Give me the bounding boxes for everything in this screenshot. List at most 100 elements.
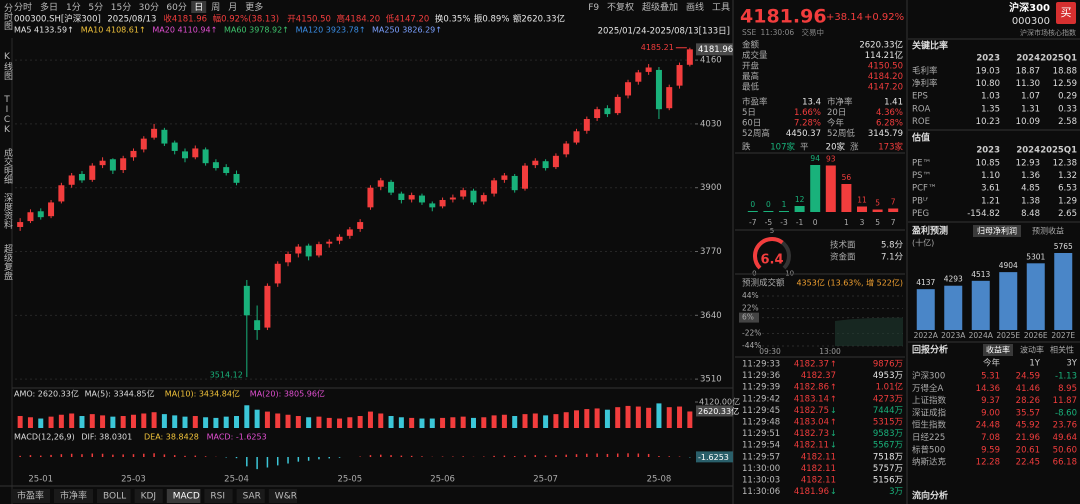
breadth: 20家 bbox=[826, 142, 846, 153]
tab-bg bbox=[236, 489, 265, 503]
cell: 24.59 bbox=[1016, 372, 1040, 382]
period-tab[interactable]: 30分 bbox=[139, 2, 159, 13]
row-label: PS™ bbox=[912, 171, 931, 181]
volume-bar bbox=[635, 406, 641, 428]
volume-bar bbox=[295, 416, 301, 428]
x-tick-label: 5 bbox=[875, 218, 880, 227]
period-tab[interactable]: 日 bbox=[194, 2, 203, 13]
indicator-tab[interactable]: W&R bbox=[275, 492, 297, 502]
trade-amount: 5156万 bbox=[873, 476, 903, 486]
period-tab[interactable]: 多日 bbox=[40, 1, 58, 13]
period-tab[interactable]: 1分 bbox=[66, 2, 81, 13]
tool-button[interactable]: 超级叠加 bbox=[642, 1, 678, 13]
pair-value: 13.4 bbox=[802, 98, 821, 108]
earnings-bar bbox=[971, 280, 990, 330]
volume-bar bbox=[440, 417, 446, 428]
trade-direction: ↑ bbox=[830, 394, 837, 403]
volume-bar bbox=[27, 417, 33, 428]
volume-bar bbox=[223, 416, 229, 428]
trade-time: 11:29:57 bbox=[742, 452, 780, 462]
period-tab[interactable]: 5分 bbox=[88, 2, 103, 13]
summary-label: 最低 bbox=[742, 82, 760, 93]
volume-bar bbox=[512, 416, 518, 428]
x-tick-label: 2025E bbox=[996, 331, 1020, 340]
tool-button[interactable]: F9 bbox=[588, 3, 599, 13]
indicator-tab[interactable]: MACD bbox=[173, 492, 200, 502]
side-tab[interactable]: 超级复盘 bbox=[2, 244, 12, 280]
candle-body bbox=[686, 49, 693, 65]
volume-bar bbox=[151, 412, 157, 428]
section-title: 估值 bbox=[911, 132, 930, 144]
period-tab[interactable]: 分时 bbox=[14, 1, 32, 13]
indicator-tab[interactable]: KDJ bbox=[141, 492, 157, 502]
indicator-tab[interactable]: 市盈率 bbox=[17, 490, 44, 502]
period-tab[interactable]: 60分 bbox=[166, 2, 186, 13]
bar-value: 93 bbox=[826, 155, 836, 164]
row-label: PBᴸᶠ bbox=[912, 196, 928, 206]
breadth: 涨 bbox=[850, 142, 859, 153]
tool-button[interactable]: 工具 bbox=[712, 2, 730, 13]
volume-bar bbox=[192, 416, 198, 428]
period-tab[interactable]: 15分 bbox=[111, 2, 131, 13]
tool-button[interactable]: 不复权 bbox=[607, 1, 634, 13]
distribution-bar bbox=[841, 184, 852, 212]
period-tab[interactable]: 月 bbox=[228, 2, 237, 13]
x-tick-label: 2026E bbox=[1024, 331, 1048, 340]
trade-direction: ↓ bbox=[830, 487, 837, 496]
trade-direction: ↓ bbox=[830, 441, 837, 450]
indicator-tab[interactable]: RSI bbox=[210, 492, 225, 502]
side-tab[interactable]: 成交明细 bbox=[2, 148, 12, 184]
period-tab[interactable]: 周 bbox=[211, 2, 220, 13]
date-range: 2025/01/24-2025/08/13[133日] bbox=[598, 27, 730, 37]
security-name: 沪深300 bbox=[1009, 1, 1050, 14]
indicator-tab[interactable]: 市净率 bbox=[60, 490, 87, 502]
breadth: 跌 bbox=[742, 142, 751, 153]
summary-label: 开盘 bbox=[742, 61, 760, 72]
candle-body bbox=[377, 180, 384, 187]
side-tab[interactable]: K线图 bbox=[2, 52, 12, 80]
candle-body bbox=[552, 155, 559, 168]
macd-tag bbox=[696, 451, 733, 463]
info-item: 换0.35% bbox=[435, 14, 471, 25]
period-tab[interactable]: 更多 bbox=[245, 1, 263, 13]
volume-bar bbox=[450, 417, 456, 428]
returns-tab[interactable]: 收益率 bbox=[986, 345, 1010, 355]
indicator-tab[interactable]: SAR bbox=[243, 492, 261, 502]
ma-legend: MA10 4108.61↑ bbox=[81, 26, 146, 35]
section-title[interactable]: 流向分析 bbox=[912, 490, 948, 502]
tool-button[interactable]: 画线 bbox=[686, 1, 704, 13]
returns-tab[interactable]: 相关性 bbox=[1050, 345, 1074, 355]
row-label: EPS bbox=[912, 92, 928, 102]
bar-value: 0 bbox=[750, 200, 755, 209]
returns-tab[interactable]: 波动率 bbox=[1020, 345, 1044, 355]
summary-value: 4147.20 bbox=[868, 83, 903, 93]
trade-amount: 5567万 bbox=[873, 441, 903, 451]
cell: 10.23 bbox=[976, 117, 1000, 127]
x-tick-label: 0 bbox=[813, 218, 818, 227]
indicator-tab[interactable]: BOLL bbox=[103, 492, 126, 502]
candle-body bbox=[480, 195, 487, 202]
cell: 0.29 bbox=[1058, 92, 1077, 102]
volume-info: MA(10): 3434.84亿 bbox=[165, 389, 240, 399]
candle-body bbox=[460, 190, 467, 197]
side-tab[interactable]: TICK bbox=[2, 95, 12, 135]
earnings-tab[interactable]: 归母净利润 bbox=[977, 226, 1017, 236]
trade-amount: 9876万 bbox=[873, 360, 903, 370]
buy-button[interactable]: 买 bbox=[1061, 6, 1072, 19]
trade-amount: 9583万 bbox=[873, 429, 903, 439]
column-header: 2023 bbox=[976, 54, 1000, 64]
info-item: 幅0.92%(38.13) bbox=[213, 14, 279, 25]
volume-bar bbox=[244, 405, 250, 428]
cell: 50.60 bbox=[1053, 445, 1077, 455]
candle-body bbox=[583, 119, 590, 131]
side-tab[interactable]: 分时图 bbox=[2, 3, 12, 30]
price-tag bbox=[696, 43, 733, 56]
earnings-tab[interactable]: 预测收益 bbox=[1032, 226, 1064, 236]
trade-price: 4182.37 bbox=[801, 371, 836, 381]
side-tab[interactable]: 深度资料 bbox=[2, 193, 12, 229]
cell: 18.87 bbox=[1016, 67, 1040, 77]
candle-body bbox=[594, 109, 601, 119]
volume-bar bbox=[378, 413, 384, 428]
volume-bar bbox=[58, 414, 64, 428]
cell: 9.59 bbox=[981, 445, 1000, 455]
